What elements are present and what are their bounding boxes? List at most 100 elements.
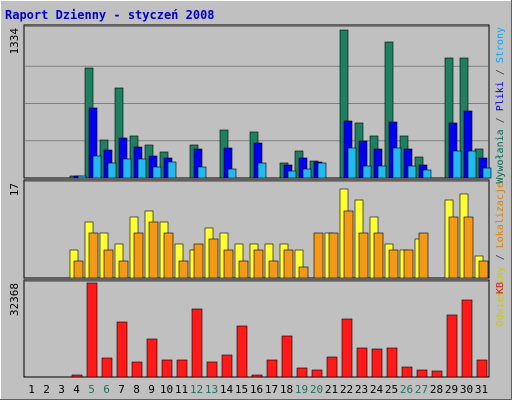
bar-bottom-kb-day-21: [326, 356, 338, 378]
x-tick-day-30: 30: [460, 383, 473, 396]
bar-bottom-kb-day-6: [101, 357, 113, 378]
bar-bottom-kb-day-20: [311, 369, 323, 378]
bar-bottom-kb-day-25: [386, 347, 398, 378]
x-tick-day-16: 16: [250, 383, 263, 396]
x-tick-day-1: 1: [28, 383, 35, 396]
x-tick-day-8: 8: [133, 383, 140, 396]
x-tick-day-14: 14: [220, 383, 234, 396]
bar-top-strony-day-7: [122, 158, 132, 179]
bar-middle-lokalizacje-day-8: [133, 232, 144, 279]
legend-part-top-1: /: [495, 111, 506, 129]
bar-bottom-kb-day-17: [266, 359, 278, 378]
bar-bottom-kb-day-11: [176, 359, 188, 378]
bar-top-strony-day-23: [362, 165, 372, 179]
x-tick-day-27: 27: [415, 383, 428, 396]
bar-middle-lokalizacje-day-4: [73, 260, 84, 279]
x-tick-day-20: 20: [310, 383, 323, 396]
x-tick-day-25: 25: [385, 383, 398, 396]
bar-middle-lokalizacje-day-22: [343, 210, 354, 279]
plot-area-bottom: [23, 279, 490, 378]
max-label-top: 1334: [8, 28, 21, 55]
bar-top-strony-day-25: [392, 147, 402, 179]
x-tick-day-4: 4: [73, 383, 80, 396]
bar-top-strony-day-30: [467, 150, 477, 179]
bar-middle-lokalizacje-day-15: [238, 260, 249, 279]
bar-bottom-kb-day-5: [86, 282, 98, 378]
bar-top-strony-day-6: [107, 162, 117, 179]
bar-bottom-kb-day-31: [476, 359, 488, 378]
x-tick-day-11: 11: [175, 383, 188, 396]
bar-bottom-kb-day-24: [371, 348, 383, 378]
bar-bottom-kb-day-28: [431, 370, 443, 378]
bar-bottom-kb-day-22: [341, 318, 353, 378]
bar-middle-lokalizacje-day-7: [118, 260, 129, 279]
bar-middle-lokalizacje-day-6: [103, 249, 114, 279]
bar-top-strony-day-19: [302, 168, 312, 179]
bar-bottom-kb-day-8: [131, 361, 143, 378]
x-tick-day-26: 26: [400, 383, 413, 396]
legend-part-middle-2: Lokalizacje: [495, 182, 506, 248]
x-tick-day-5: 5: [88, 383, 95, 396]
panel-top: 1334 Wywołania / Pliki / Strony: [8, 24, 506, 184]
max-label-bottom: 32368: [8, 283, 21, 316]
x-tick-day-2: 2: [43, 383, 50, 396]
x-tick-day-10: 10: [160, 383, 173, 396]
x-tick-day-7: 7: [118, 383, 125, 396]
x-tick-day-17: 17: [265, 383, 278, 396]
bar-top-strony-day-24: [377, 165, 387, 179]
bar-bottom-kb-day-7: [116, 321, 128, 378]
x-tick-day-18: 18: [280, 383, 293, 396]
bar-top-strony-day-26: [407, 165, 417, 179]
legend-bottom: KB: [495, 282, 506, 294]
bar-middle-lokalizacje-day-11: [178, 260, 189, 279]
panel-middle: 17 Odwiedziny / Lokalizacje: [8, 179, 506, 327]
bar-top-strony-day-8: [137, 158, 147, 179]
bar-top-strony-day-5: [92, 155, 102, 179]
bar-top-strony-day-27: [422, 169, 432, 179]
bar-bottom-kb-day-15: [236, 325, 248, 378]
bar-bottom-kb-day-4: [71, 374, 83, 378]
x-tick-day-13: 13: [205, 383, 218, 396]
bar-top-strony-day-20: [317, 162, 327, 179]
bar-middle-lokalizacje-day-9: [148, 221, 159, 279]
x-tick-day-31: 31: [475, 383, 488, 396]
bar-bottom-kb-day-30: [461, 299, 473, 378]
x-tick-day-22: 22: [340, 383, 353, 396]
legend-part-middle-1: /: [495, 248, 506, 266]
x-tick-day-12: 12: [190, 383, 203, 396]
bar-middle-lokalizacje-day-17: [268, 260, 279, 279]
bar-top-strony-day-9: [152, 166, 162, 179]
bar-middle-lokalizacje-day-30: [463, 216, 474, 279]
bar-middle-lokalizacje-day-13: [208, 238, 219, 279]
legend-part-top-0: Wywołania: [495, 129, 506, 183]
bar-top-strony-day-18: [287, 170, 297, 179]
bar-top-strony-day-29: [452, 150, 462, 179]
bar-middle-lokalizacje-day-12: [193, 243, 204, 279]
bar-bottom-kb-day-26: [401, 366, 413, 378]
bar-top-strony-day-31: [482, 167, 492, 179]
x-tick-day-28: 28: [430, 383, 443, 396]
bar-bottom-kb-day-9: [146, 338, 158, 378]
bar-bottom-kb-day-29: [446, 314, 458, 378]
bar-middle-lokalizacje-day-24: [373, 232, 384, 279]
bar-middle-lokalizacje-day-26: [403, 249, 414, 279]
x-tick-day-15: 15: [235, 383, 248, 396]
panels-layer: 1334 Wywołania / Pliki / Strony 17 Odwiedzi…: [8, 24, 506, 378]
legend-part-top-2: Pliki: [495, 81, 506, 111]
bar-middle-lokalizacje-day-31: [478, 260, 489, 279]
legend-part-bottom-0: KB: [495, 282, 506, 294]
bar-top-strony-day-12: [197, 166, 207, 179]
bar-bottom-kb-day-18: [281, 335, 293, 378]
x-axis: 1 2 3 4 5 6 7 8 9 10 11 12 13 14 15 16 17 18 19 20 21 22 23 24 2…: [28, 383, 488, 396]
bar-bottom-kb-day-23: [356, 347, 368, 378]
bar-middle-lokalizacje-day-16: [253, 249, 264, 279]
legend-part-top-3: /: [495, 63, 506, 81]
bar-middle-lokalizacje-day-18: [283, 249, 294, 279]
bar-middle-lokalizacje-day-23: [358, 232, 369, 279]
bar-top-strony-day-16: [257, 162, 267, 179]
bar-top-strony-day-22: [347, 147, 357, 179]
bar-middle-lokalizacje-day-29: [448, 216, 459, 279]
bar-bottom-kb-day-14: [221, 354, 233, 378]
x-tick-day-3: 3: [58, 383, 65, 396]
